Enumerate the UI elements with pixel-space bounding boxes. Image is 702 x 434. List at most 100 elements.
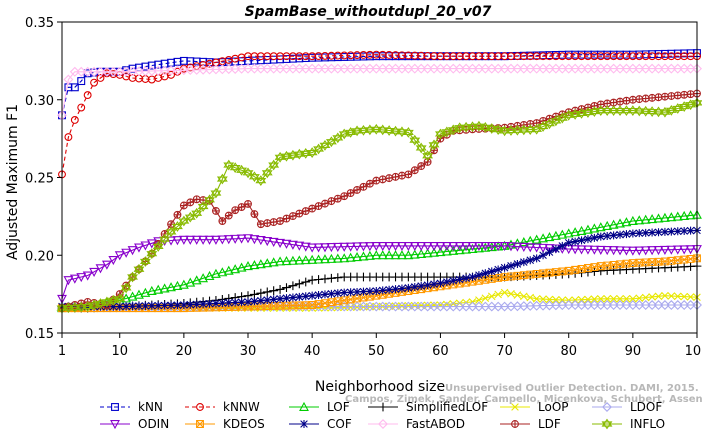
data-point-lof <box>198 273 209 283</box>
data-point-cof <box>667 227 676 236</box>
data-point-fastabod <box>647 63 658 74</box>
legend-swatch-marker <box>111 403 119 411</box>
data-point-ldf <box>616 98 624 106</box>
data-point-fastabod <box>371 63 382 74</box>
data-point-fastabod <box>89 66 100 77</box>
data-point-fastabod <box>255 63 266 74</box>
data-point-ldf <box>224 211 233 220</box>
x-tick-label: 70 <box>496 344 513 359</box>
data-point-cof <box>603 231 612 240</box>
data-point-lof <box>390 250 401 260</box>
data-point-fastabod <box>499 63 510 74</box>
data-point-odin <box>230 234 241 244</box>
x-tick-label: 50 <box>368 344 385 359</box>
data-point-simplifiedlof <box>288 281 298 291</box>
data-point-lof <box>615 218 625 228</box>
data-point-fastabod <box>320 63 330 74</box>
data-point-loop <box>520 292 528 301</box>
data-point-inflo <box>146 248 158 257</box>
data-point-kdeos <box>481 275 490 284</box>
data-point-simplifiedlof <box>301 277 311 287</box>
data-point-odin <box>255 236 266 246</box>
data-point-inflo <box>415 145 427 154</box>
data-point-inflo <box>101 299 113 308</box>
legend-swatch-marker <box>602 402 612 412</box>
data-point-cof <box>179 301 188 310</box>
data-point-cof <box>365 287 374 296</box>
data-point-inflo <box>268 162 280 171</box>
data-point-fastabod <box>82 66 93 77</box>
y-tick-label: 0.30 <box>25 94 54 109</box>
data-point-inflo <box>415 142 427 151</box>
data-point-cof <box>442 277 451 286</box>
data-point-cof <box>654 228 663 237</box>
data-point-fastabod <box>332 63 343 74</box>
data-point-inflo <box>588 106 600 115</box>
data-point-odin <box>461 241 472 252</box>
data-point-cof <box>558 241 567 250</box>
data-point-ldof <box>679 300 690 310</box>
data-point-cof <box>590 233 599 242</box>
data-point-inflo <box>242 167 254 176</box>
data-point-ldf <box>250 210 259 218</box>
data-point-inflo <box>287 149 299 158</box>
data-point-cof <box>256 296 265 305</box>
legend-item-cof: COF <box>289 417 352 431</box>
data-point-ldf <box>270 218 278 226</box>
data-point-lof <box>589 223 600 233</box>
data-point-kdeos <box>359 293 368 302</box>
data-point-odin <box>525 243 536 253</box>
legend-swatch-marker <box>378 419 388 429</box>
data-point-fastabod <box>640 63 651 74</box>
data-point-lof <box>557 229 568 239</box>
data-point-inflo <box>332 135 344 144</box>
data-point-cof <box>250 297 259 306</box>
data-point-cof <box>269 295 278 304</box>
data-point-inflo <box>402 127 414 135</box>
data-point-cof <box>141 301 150 310</box>
data-point-lof <box>685 210 696 220</box>
data-point-loop <box>430 301 438 309</box>
y-tick-label: 0.15 <box>25 327 54 342</box>
data-point-ldf <box>411 166 419 174</box>
data-point-ldof <box>576 300 587 310</box>
data-point-inflo <box>114 296 126 305</box>
data-point-lof <box>326 253 337 263</box>
data-point-odin <box>506 242 516 252</box>
data-point-cof <box>532 254 541 263</box>
data-point-inflo <box>390 128 401 137</box>
data-point-ldf <box>635 95 643 103</box>
data-point-inflo <box>441 129 453 138</box>
data-point-ldof <box>448 301 459 312</box>
data-point-ldf <box>340 192 349 201</box>
data-point-cof <box>218 299 227 308</box>
y-axis-label: Adjusted Maximum F1 <box>5 104 21 260</box>
data-point-cof <box>660 227 669 236</box>
data-point-inflo <box>223 159 235 168</box>
data-point-cof <box>231 298 240 307</box>
data-point-lof <box>178 279 189 289</box>
data-point-knnw <box>77 103 86 112</box>
data-point-ldf <box>687 90 694 98</box>
data-point-lof <box>300 255 311 265</box>
data-point-kdeos <box>571 265 580 274</box>
data-point-cof <box>455 275 464 284</box>
y-tick-label: 0.35 <box>25 16 54 31</box>
data-point-inflo <box>428 139 440 148</box>
data-point-inflo <box>377 127 389 136</box>
data-point-inflo <box>184 214 196 223</box>
data-point-odin <box>627 246 638 256</box>
data-point-lof <box>364 250 375 260</box>
data-point-ldf <box>417 162 425 170</box>
data-point-inflo <box>197 203 209 212</box>
data-point-loop <box>629 295 637 303</box>
data-point-odin <box>76 273 87 283</box>
legend-item-lof: LOF <box>289 400 350 414</box>
data-point-lof <box>332 253 343 263</box>
data-point-ldof <box>627 300 638 310</box>
data-point-odin <box>448 241 459 252</box>
data-point-inflo <box>358 124 369 133</box>
data-point-ldof <box>358 301 369 312</box>
data-point-ldf <box>360 183 367 191</box>
data-point-kdeos <box>551 268 560 276</box>
